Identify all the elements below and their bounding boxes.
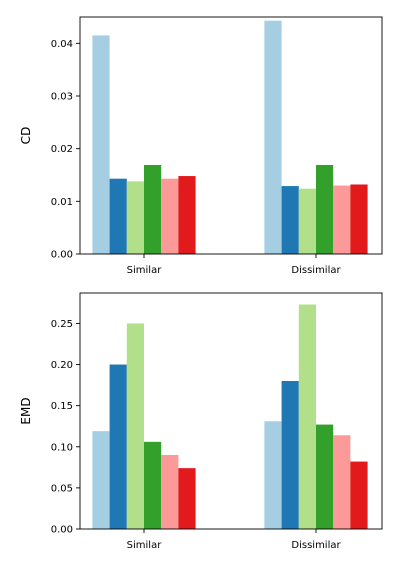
- x-tick-label: Similar: [127, 265, 163, 276]
- y-tick-label: 0.04: [51, 39, 73, 50]
- x-tick-label: Dissimilar: [291, 265, 341, 276]
- bar-dissimilar-series-1: [264, 20, 282, 254]
- y-tick-label: 0.01: [51, 197, 73, 208]
- y-tick-label: 0.05: [51, 483, 73, 494]
- bar-dissimilar-series-4: [316, 164, 334, 254]
- bar-dissimilar-series-5: [333, 435, 351, 529]
- x-tick-label: Dissimilar: [291, 540, 341, 551]
- bar-dissimilar-series-2: [281, 186, 299, 254]
- bar-dissimilar-series-3: [298, 188, 316, 254]
- bar-similar-series-1: [92, 35, 110, 255]
- y-tick-label: 0.02: [51, 144, 73, 155]
- x-tick-label: Similar: [127, 540, 163, 551]
- y-axis-label: CD: [19, 127, 33, 145]
- axes-frame: [79, 16, 383, 255]
- bar-similar-series-6: [178, 176, 196, 254]
- axes-frame: [79, 292, 383, 530]
- bar-similar-series-5: [161, 454, 179, 529]
- chart-panel-1: 0.00 0.01 0.02 0.03 0.04 Similar Dissimilar CD: [19, 16, 383, 276]
- bar-dissimilar-series-3: [298, 304, 316, 529]
- y-tick-label: 0.00: [51, 525, 73, 536]
- chart-panel-2: 0.00 0.05 0.10 0.15 0.20 0.25 Similar Dissimila…: [19, 292, 383, 551]
- bar-similar-series-2: [109, 178, 127, 254]
- bar-similar-series-5: [161, 178, 179, 254]
- bar-dissimilar-series-1: [264, 421, 282, 529]
- bar-dissimilar-series-4: [316, 424, 334, 529]
- bar-dissimilar-series-6: [350, 461, 368, 529]
- y-tick-label: 0.15: [51, 401, 73, 412]
- y-tick-label: 0.10: [51, 442, 73, 453]
- bar-dissimilar-series-2: [281, 380, 299, 529]
- y-axis-label: EMD: [19, 397, 33, 424]
- bar-dissimilar-series-5: [333, 185, 351, 254]
- y-tick-label: 0.25: [51, 319, 73, 330]
- y-tick-label: 0.03: [51, 92, 73, 103]
- bar-similar-series-3: [126, 181, 144, 254]
- bar-similar-series-3: [126, 323, 144, 529]
- bar-similar-series-1: [92, 431, 110, 529]
- bar-similar-series-2: [109, 364, 127, 529]
- y-tick-label: 0.00: [51, 250, 73, 261]
- bar-similar-series-6: [178, 468, 196, 529]
- bar-dissimilar-series-6: [350, 184, 368, 254]
- bar-similar-series-4: [144, 164, 162, 254]
- bar-similar-series-4: [144, 441, 162, 529]
- y-tick-label: 0.20: [51, 360, 73, 371]
